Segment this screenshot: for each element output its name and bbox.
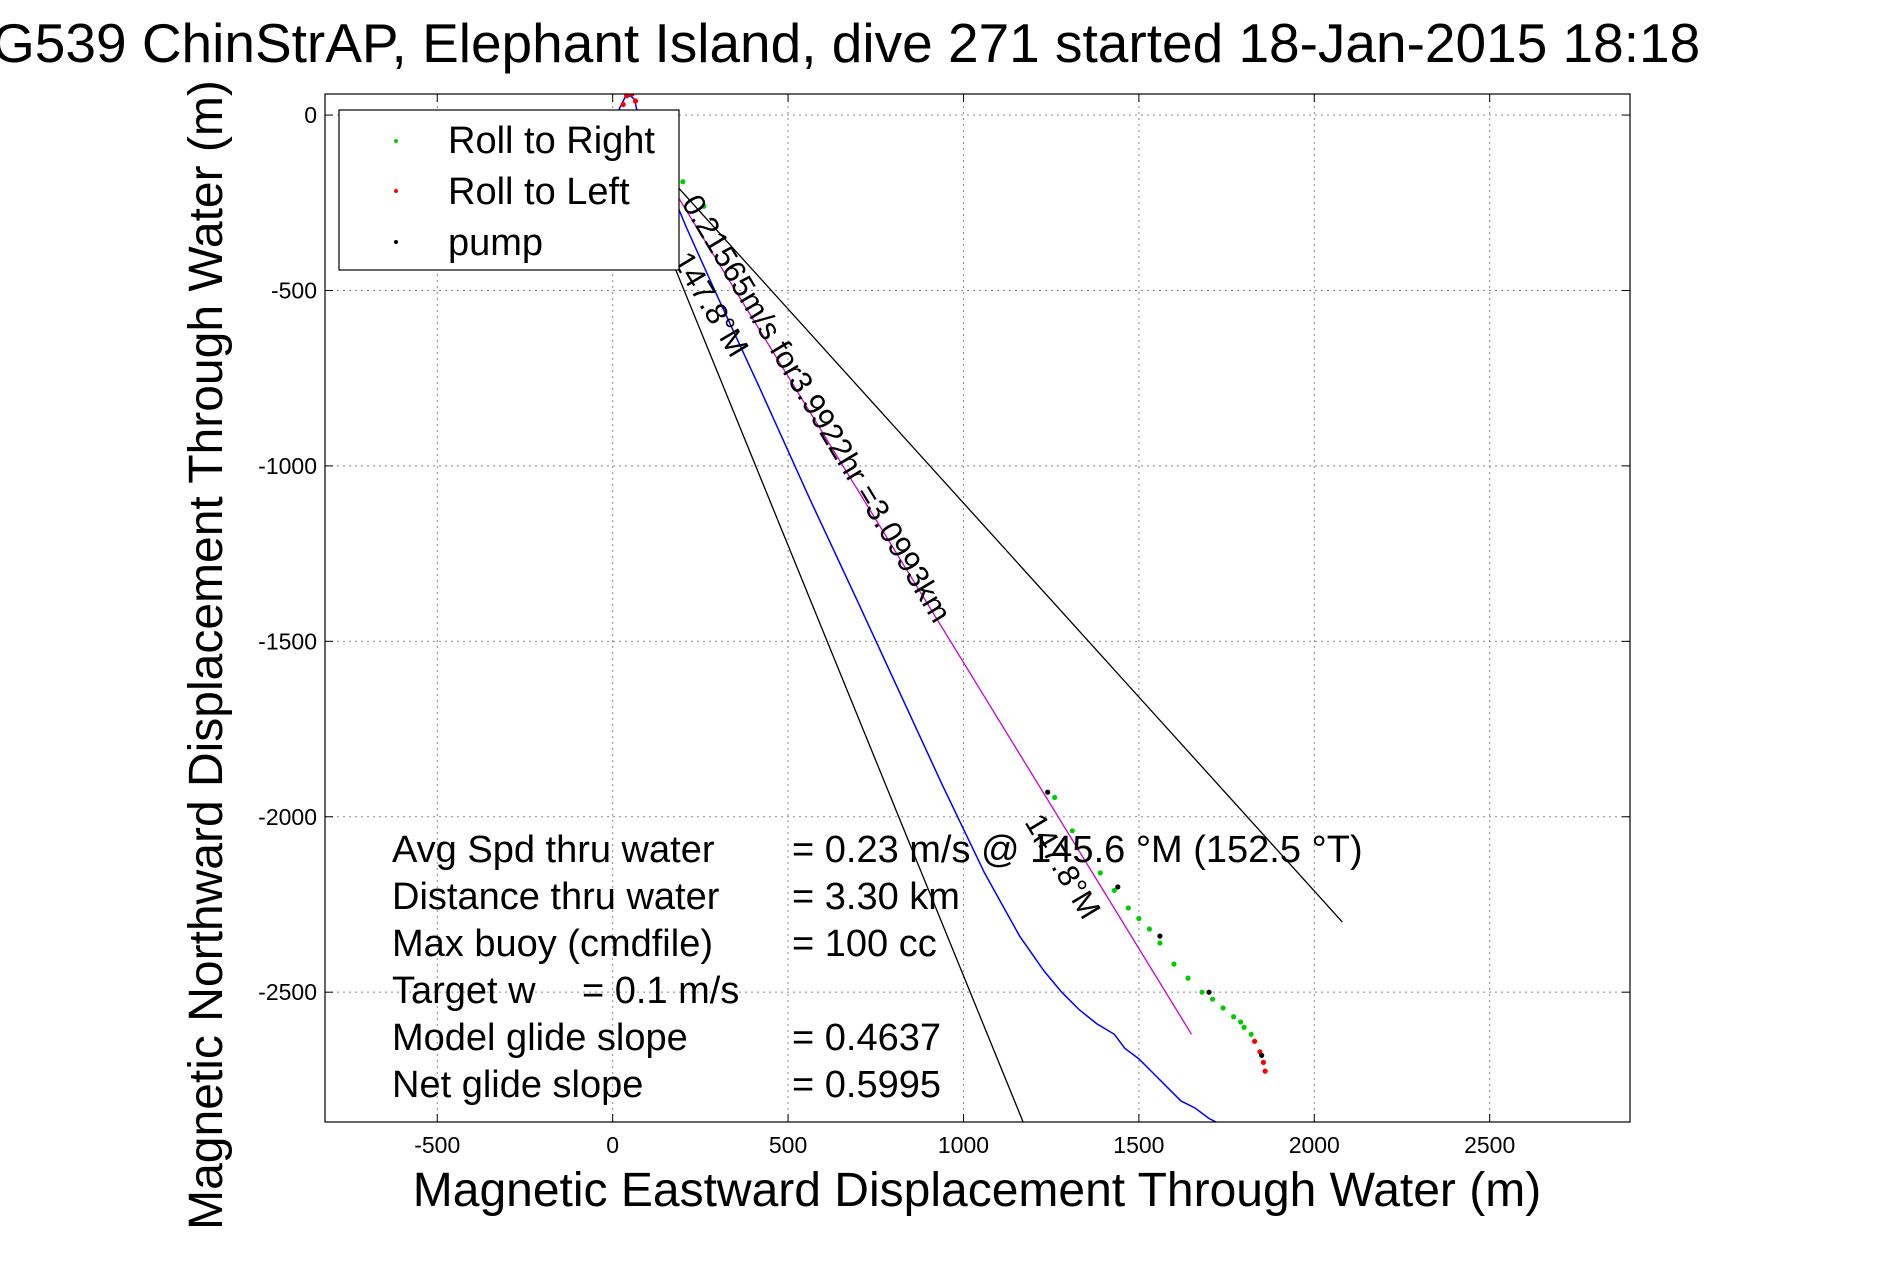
pump-point: [1045, 789, 1051, 795]
roll-to-right-point: [1146, 926, 1152, 932]
legend-marker-pump: [394, 240, 398, 244]
x-tick-label: 500: [769, 1132, 807, 1158]
legend-label-roll-left: Roll to Left: [448, 171, 630, 213]
stat-value-target-w: = 0.1 m/s: [582, 970, 739, 1012]
x-tick-label: 0: [606, 1132, 619, 1158]
roll-to-right-point: [1241, 1024, 1247, 1030]
pump-point: [1206, 989, 1212, 995]
chart-title: G539 ChinStrAP, Elephant Island, dive 27…: [0, 12, 1700, 74]
heading-line-1: [612, 114, 1024, 1122]
roll-to-left-point: [1260, 1059, 1267, 1065]
stat-label-max-buoy: Max buoy (cmdfile): [392, 923, 713, 965]
plot-frame: [324, 93, 1631, 1123]
stat-label-distance: Distance thru water: [392, 876, 720, 918]
legend-marker-roll-left: [394, 189, 398, 193]
stats-block: Avg Spd thru water = 0.23 m/s @ 145.6 °M…: [392, 829, 1363, 1106]
stat-value-net-glide: = 0.5995: [792, 1064, 941, 1106]
pump-point: [1115, 884, 1121, 890]
roll-to-left-point: [1252, 1038, 1258, 1044]
roll-to-right-point: [1248, 1031, 1254, 1037]
roll-to-right-point: [1199, 989, 1205, 995]
x-tick-label: -500: [414, 1132, 460, 1158]
roll-to-right-point: [680, 179, 686, 185]
x-tick-label: 1000: [938, 1132, 989, 1158]
roll-to-left-point: [632, 98, 639, 104]
roll-to-right-point: [1185, 975, 1191, 981]
roll-to-right-point: [1238, 1019, 1244, 1025]
legend: Roll to Right Roll to Left pump: [338, 109, 680, 271]
roll-to-right-point: [1052, 794, 1058, 801]
legend-marker-roll-right: [394, 139, 398, 143]
y-tick-label: -500: [271, 277, 317, 303]
x-tick-label: 1500: [1113, 1132, 1164, 1158]
legend-label-roll-right: Roll to Right: [448, 120, 655, 162]
stat-value-model-glide: = 0.4637: [792, 1017, 941, 1059]
roll-to-left-point: [1262, 1068, 1268, 1074]
roll-to-left-point: [620, 101, 626, 108]
roll-to-right-point: [1097, 870, 1103, 876]
roll-to-right-point: [1209, 996, 1216, 1002]
y-tick-label: -2500: [258, 979, 317, 1005]
heading-line-2: [612, 114, 1343, 923]
y-tick-label: 0: [304, 102, 317, 128]
roll-to-right-point: [1171, 961, 1177, 967]
x-axis-label: Magnetic Eastward Displacement Through W…: [413, 1164, 1541, 1217]
roll-to-left-point: [624, 94, 630, 99]
roll-to-right-point: [1230, 1014, 1237, 1020]
stat-label-avg-speed: Avg Spd thru water: [392, 829, 715, 871]
roll-to-left-point: [629, 94, 635, 97]
roll-to-right-point: [1157, 940, 1163, 946]
stat-label-net-glide: Net glide slope: [392, 1064, 643, 1106]
stat-value-max-buoy: = 100 cc: [792, 923, 937, 965]
roll-to-right-point: [1136, 915, 1142, 922]
x-tick-label: 2000: [1289, 1132, 1340, 1158]
model-course: [640, 135, 1193, 1035]
pump-point: [1259, 1052, 1265, 1058]
roll-to-right-point: [701, 203, 707, 209]
x-tick-label: 2500: [1464, 1132, 1515, 1158]
legend-label-pump: pump: [448, 222, 543, 264]
stat-value-distance: = 3.30 km: [792, 876, 960, 918]
y-tick-label: -1000: [258, 453, 317, 479]
roll-to-right-point: [1069, 828, 1075, 834]
y-axis-label: Magnetic Northward Displacement Through …: [180, 80, 233, 1230]
stat-value-avg-speed: = 0.23 m/s @ 145.6 °M (152.5 °T): [792, 829, 1363, 871]
x-axis-ticks: -500 0 500 1000 1500 2000 2500: [414, 94, 1515, 1158]
y-tick-label: -1500: [258, 628, 317, 654]
roll-to-right-point: [1111, 887, 1117, 894]
y-tick-label: -2000: [258, 804, 317, 830]
pump-point: [1157, 933, 1163, 939]
stat-label-target-w: Target w: [392, 970, 536, 1012]
roll-to-right-point: [1125, 905, 1131, 911]
stat-label-model-glide: Model glide slope: [392, 1017, 688, 1059]
y-axis-ticks: 0 -500 -1000 -1500 -2000 -2500: [258, 102, 1630, 1005]
roll-to-right-point: [1220, 1005, 1226, 1011]
